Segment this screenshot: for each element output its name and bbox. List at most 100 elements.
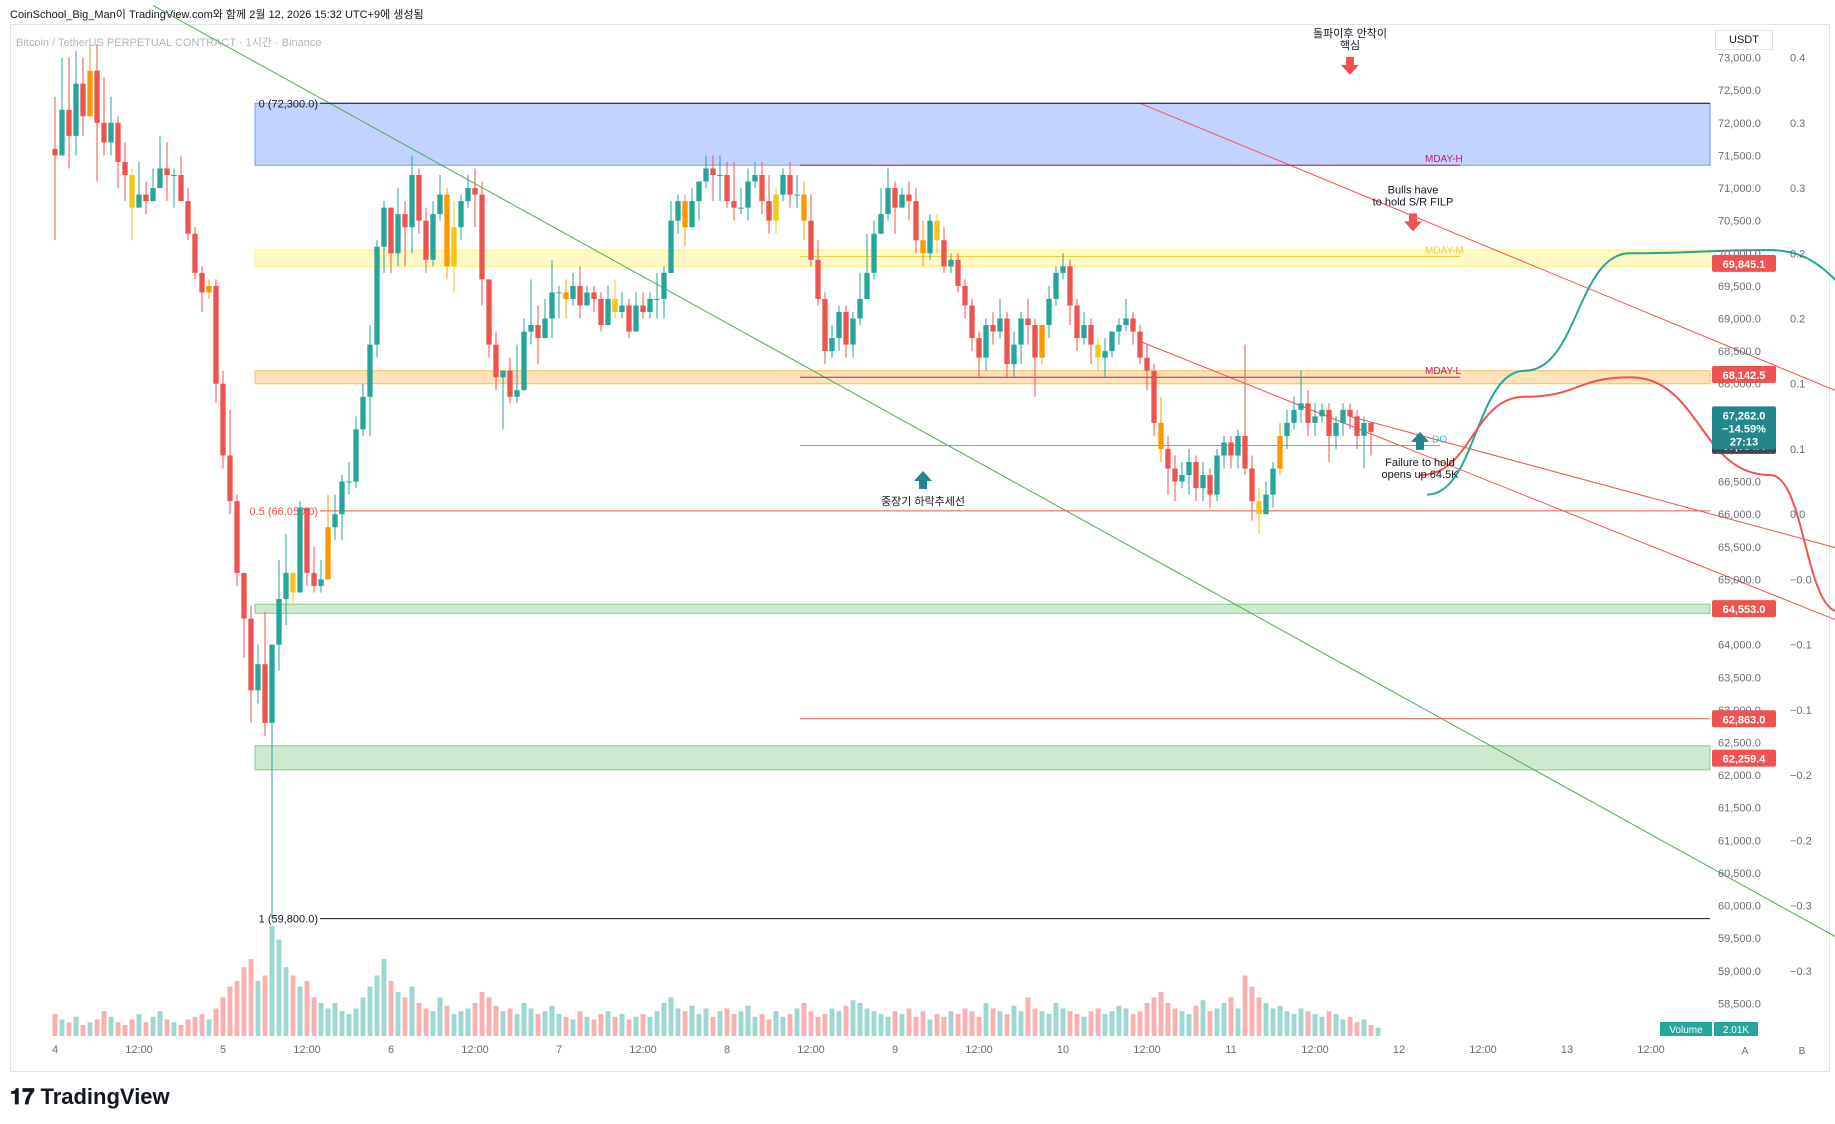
candle-body [1270, 468, 1276, 495]
volume-bar [1004, 1014, 1010, 1036]
candle-body [626, 305, 632, 332]
volume-bar [444, 1005, 450, 1036]
candle-body [318, 579, 324, 586]
volume-bar [1375, 1027, 1381, 1036]
candle-body [787, 175, 793, 195]
volume-bar [682, 1011, 688, 1036]
candle-body [213, 285, 219, 384]
price-axis-label [1712, 365, 1776, 383]
volume-bar [1284, 1011, 1290, 1036]
tradingview-logo-icon: 𝟏𝟕 [10, 1084, 35, 1109]
time-tick-label: 12:00 [125, 1044, 153, 1056]
candle-body [150, 188, 156, 202]
price-tick-label: 66,000.0 [1718, 509, 1761, 521]
candle-body [122, 161, 128, 176]
candle-body [1354, 416, 1360, 436]
volume-bar [325, 1008, 331, 1036]
fib-level-label: 0 (72,300.0) [259, 98, 318, 110]
candle-body [1228, 442, 1234, 456]
current-price-label-text: 27:13 [1730, 436, 1758, 448]
volume-bar [1347, 1016, 1353, 1036]
candle-body [1235, 435, 1241, 456]
volume-bar [1298, 1008, 1304, 1036]
candle-body [850, 318, 856, 345]
time-tick-label: 12:00 [797, 1044, 825, 1056]
price-axis-label-text: 62,863.0 [1723, 714, 1766, 726]
price-tick-label: 71,500.0 [1718, 150, 1761, 162]
tradingview-logo[interactable]: 𝟏𝟕 TradingView [10, 1084, 170, 1110]
volume-bar [346, 1014, 352, 1036]
candle-body [801, 194, 807, 221]
candle-body [1193, 462, 1199, 489]
volume-bar [822, 1014, 828, 1036]
candle-body [269, 644, 275, 723]
volume-bar [283, 967, 289, 1036]
volume-bar [178, 1025, 184, 1036]
currency-selector[interactable]: USDT [1715, 30, 1773, 50]
volume-bar [465, 1008, 471, 1036]
candle-body [458, 201, 464, 228]
candle-body [717, 175, 723, 177]
right-scale-tick-label: −0.0 [1790, 574, 1812, 586]
price-tick-label: 63,500.0 [1718, 672, 1761, 684]
volume-bar [94, 1019, 100, 1036]
arrow-up-icon [914, 471, 932, 490]
volume-bar [612, 1016, 618, 1036]
price-zone [254, 102, 1711, 166]
candle-body [738, 207, 744, 209]
candle-body [66, 109, 72, 136]
volume-bar [248, 959, 254, 1036]
candle-body [1256, 501, 1262, 515]
candle-body [1263, 494, 1269, 515]
right-scale-tick-label: −0.2 [1790, 770, 1812, 782]
level-label: DO [1432, 434, 1447, 445]
right-scale-tick-label: −0.2 [1790, 835, 1812, 847]
candle-body [780, 175, 786, 195]
symbol-title[interactable]: Bitcoin / TetherUS PERPETUAL CONTRACT · … [16, 37, 322, 49]
volume-bar [255, 981, 261, 1036]
volume-bar [1060, 1008, 1066, 1036]
volume-bar [171, 1022, 177, 1036]
candle-body [1361, 422, 1367, 436]
volume-bar [101, 1011, 107, 1036]
price-axis-label-text: 68,142.5 [1723, 370, 1766, 382]
candle-body [941, 240, 947, 267]
volume-bar [1067, 1011, 1073, 1036]
candle-body [836, 311, 842, 339]
volume-bar [892, 1011, 898, 1036]
levels-layer: 0 (72,300.0)0.5 (66,050.0)1 (59,800.0)MD… [250, 98, 1710, 926]
volume-bar [542, 1011, 548, 1036]
candle-body [983, 325, 989, 358]
annotation-text: opens up 64.5K [1381, 469, 1459, 481]
volume-bar [409, 986, 415, 1036]
candle-body [906, 194, 912, 202]
volume-bar [108, 1016, 114, 1036]
candle-body [423, 220, 429, 260]
volume-bar [339, 1011, 345, 1036]
candle-body [185, 201, 191, 234]
candle-body [59, 109, 65, 156]
volume-layer [52, 926, 1381, 1036]
candle-body [444, 194, 450, 267]
candle-body [1207, 475, 1213, 495]
price-tick-label: 62,000.0 [1718, 770, 1761, 782]
level-label: MDAY-L [1425, 366, 1462, 377]
right-scale-tick-label: 0.3 [1790, 183, 1805, 195]
candle-body [1368, 422, 1374, 432]
candle-body [220, 383, 226, 456]
price-tick-label: 72,500.0 [1718, 85, 1761, 97]
volume-bar [1053, 1003, 1059, 1036]
price-tick-label: 58,500.0 [1718, 998, 1761, 1010]
candle-body [234, 501, 240, 573]
volume-bar [626, 1019, 632, 1036]
candle-body [892, 188, 898, 208]
candle-body [136, 194, 142, 208]
candle-body [1081, 325, 1087, 339]
annotation-text: Bulls have [1388, 184, 1439, 196]
volume-bar [906, 1008, 912, 1036]
price-tick-label: 61,500.0 [1718, 803, 1761, 815]
candle-body [395, 214, 401, 254]
price-tick-label: 69,000.0 [1718, 314, 1761, 326]
volume-bar [115, 1022, 121, 1036]
